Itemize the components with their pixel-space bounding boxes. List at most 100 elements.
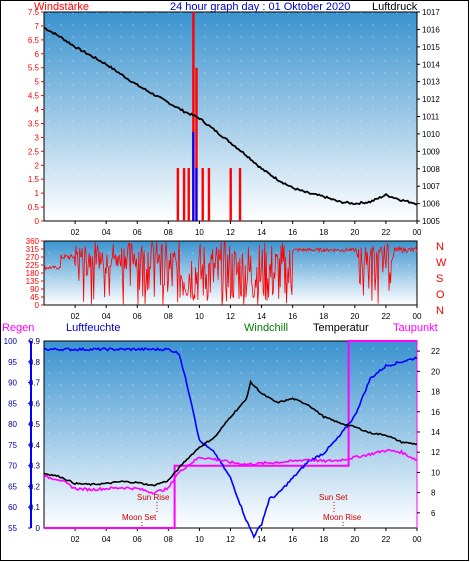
moonset-label: Moon Set [122,513,157,522]
panel2-x-tick-label: 16 [288,312,297,321]
panel3-x-tick-label: 02 [71,535,80,544]
humidity-axis-tick-label: 95 [8,358,17,367]
wind-bar [187,168,190,221]
humidity-axis-tick-label: 100 [4,337,18,346]
pressure-axis-tick-label: 1007 [422,182,440,191]
wind-axis-tick-label: 2 [35,161,40,170]
humidity-axis-tick-label: 55 [8,524,17,533]
rain-label: Regen [2,322,34,334]
chart-title: 24 hour graph day : 01 Oktober 2020 [170,1,350,13]
wind-axis-tick-label: 0.5 [28,203,40,212]
panel1-x-tick-label: 16 [288,228,297,237]
panel3-x-tick-label: 12 [226,535,235,544]
wind-bar [192,12,195,221]
direction-axis-tick-label: 90 [30,285,39,294]
pressure-line [43,26,418,206]
pressure-axis-tick-label: 1005 [422,217,440,226]
sunset-label: Sun Set [319,493,348,502]
rain-axis-tick-label: 0.5 [29,420,41,429]
panel2-x-tick-label: 02 [71,312,80,321]
pressure-axis-tick-label: 1015 [422,43,440,52]
wind-axis-tick-label: 7 [35,22,40,31]
direction-axis-tick-label: 45 [30,293,39,302]
panel2-x-tick-label: 00 [413,312,422,321]
panel2-x-tick-label: 14 [257,312,266,321]
wind-axis-tick-label: 3.5 [28,119,40,128]
panel1-x-tick-label: 12 [226,228,235,237]
rain-axis-tick-label: 0.6 [29,399,41,408]
panel1-x-tick-label: 10 [195,228,204,237]
windchill-label: Windchill [244,322,288,334]
chart-marks: 00.511.522.533.544.555.566.577.510051006… [4,8,441,544]
temperature-axis-tick-label: 18 [431,388,440,397]
rain-axis-tick-label: 0.2 [29,482,41,491]
pressure-axis-tick-label: 1013 [422,78,440,87]
panel2-x-tick-label: 04 [102,312,111,321]
panel1-x-tick-label: 00 [413,228,422,237]
panel1-x-tick-label: 02 [71,228,80,237]
humidity-axis-tick-label: 75 [8,441,17,450]
panel1-x-tick-label: 18 [319,228,328,237]
panel1-x-tick-label: 08 [164,228,173,237]
sunrise-label: Sun Rise [137,493,170,502]
wind-bar [229,168,232,221]
direction-axis-tick-label: 135 [26,277,40,286]
rain-axis-tick-label: 0 [36,524,41,533]
panel3-x-tick-label: 06 [133,535,142,544]
temperature-axis-tick-label: 6 [431,509,436,518]
panel3-x-tick-label: 00 [413,535,422,544]
panel3-x-tick-label: 22 [381,535,390,544]
pressure-axis-tick-label: 1010 [422,130,440,139]
panel3-x-tick-label: 08 [164,535,173,544]
compass-n-bottom: N [436,305,444,317]
wind-axis-tick-label: 4 [35,106,40,115]
compass-w: W [436,257,447,269]
wind-axis-tick-label: 7.5 [28,8,40,17]
rain-axis-tick-label: 0.8 [29,358,41,367]
panel2-x-tick-label: 12 [226,312,235,321]
direction-axis-tick-label: 180 [26,269,40,278]
header-right-label: Luftdruck [372,1,418,13]
humidity-axis-tick-label: 80 [8,420,17,429]
pressure-axis-tick-label: 1011 [422,113,440,122]
wind-bar [182,168,186,221]
panel3-x-tick-label: 16 [288,535,297,544]
temperature-axis-tick-label: 22 [431,347,440,356]
humidity-label: Luftfeuchte [66,322,120,334]
panel3-x-tick-label: 04 [102,535,111,544]
gust-bar [195,168,198,221]
wind-axis-tick-label: 1.5 [28,175,40,184]
direction-axis-tick-label: 315 [26,245,40,254]
panel2-x-tick-label: 20 [350,312,359,321]
panel2-x-tick-label: 06 [133,312,142,321]
humidity-line [44,346,418,540]
temperature-axis-tick-label: 14 [431,428,440,437]
rain-axis-tick-label: 0.9 [29,337,41,346]
pressure-axis-tick-label: 1017 [422,8,440,17]
rain-axis-tick-label: 0.4 [29,441,41,450]
pressure-axis-tick-label: 1016 [422,25,440,34]
panel2-x-tick-label: 18 [319,312,328,321]
rain-axis-tick-label: 0.7 [29,379,41,388]
rain-axis-tick-label: 0.1 [29,503,41,512]
temperature-axis-tick-label: 20 [431,367,440,376]
wind-axis-tick-label: 5 [35,78,40,87]
direction-axis-tick-label: 360 [26,237,40,246]
dewpoint-line [43,448,418,495]
humidity-axis-tick-label: 70 [8,462,17,471]
compass-s: S [436,273,443,285]
wind-bar [195,67,198,221]
temperature-axis-tick-label: 8 [431,489,436,498]
direction-axis-tick-label: 0 [35,301,40,310]
panel3-x-tick-label: 18 [319,535,328,544]
moonrise-label: Moon Rise [323,513,362,522]
wind-axis-tick-label: 5.5 [28,64,40,73]
pressure-axis-tick-label: 1006 [422,200,440,209]
panel2-x-tick-label: 10 [195,312,204,321]
temperature-axis-tick-label: 10 [431,468,440,477]
rain-axis-tick-label: 0.3 [29,462,41,471]
humidity-axis-tick-label: 90 [8,379,17,388]
wind-axis-tick-label: 2.5 [28,147,40,156]
